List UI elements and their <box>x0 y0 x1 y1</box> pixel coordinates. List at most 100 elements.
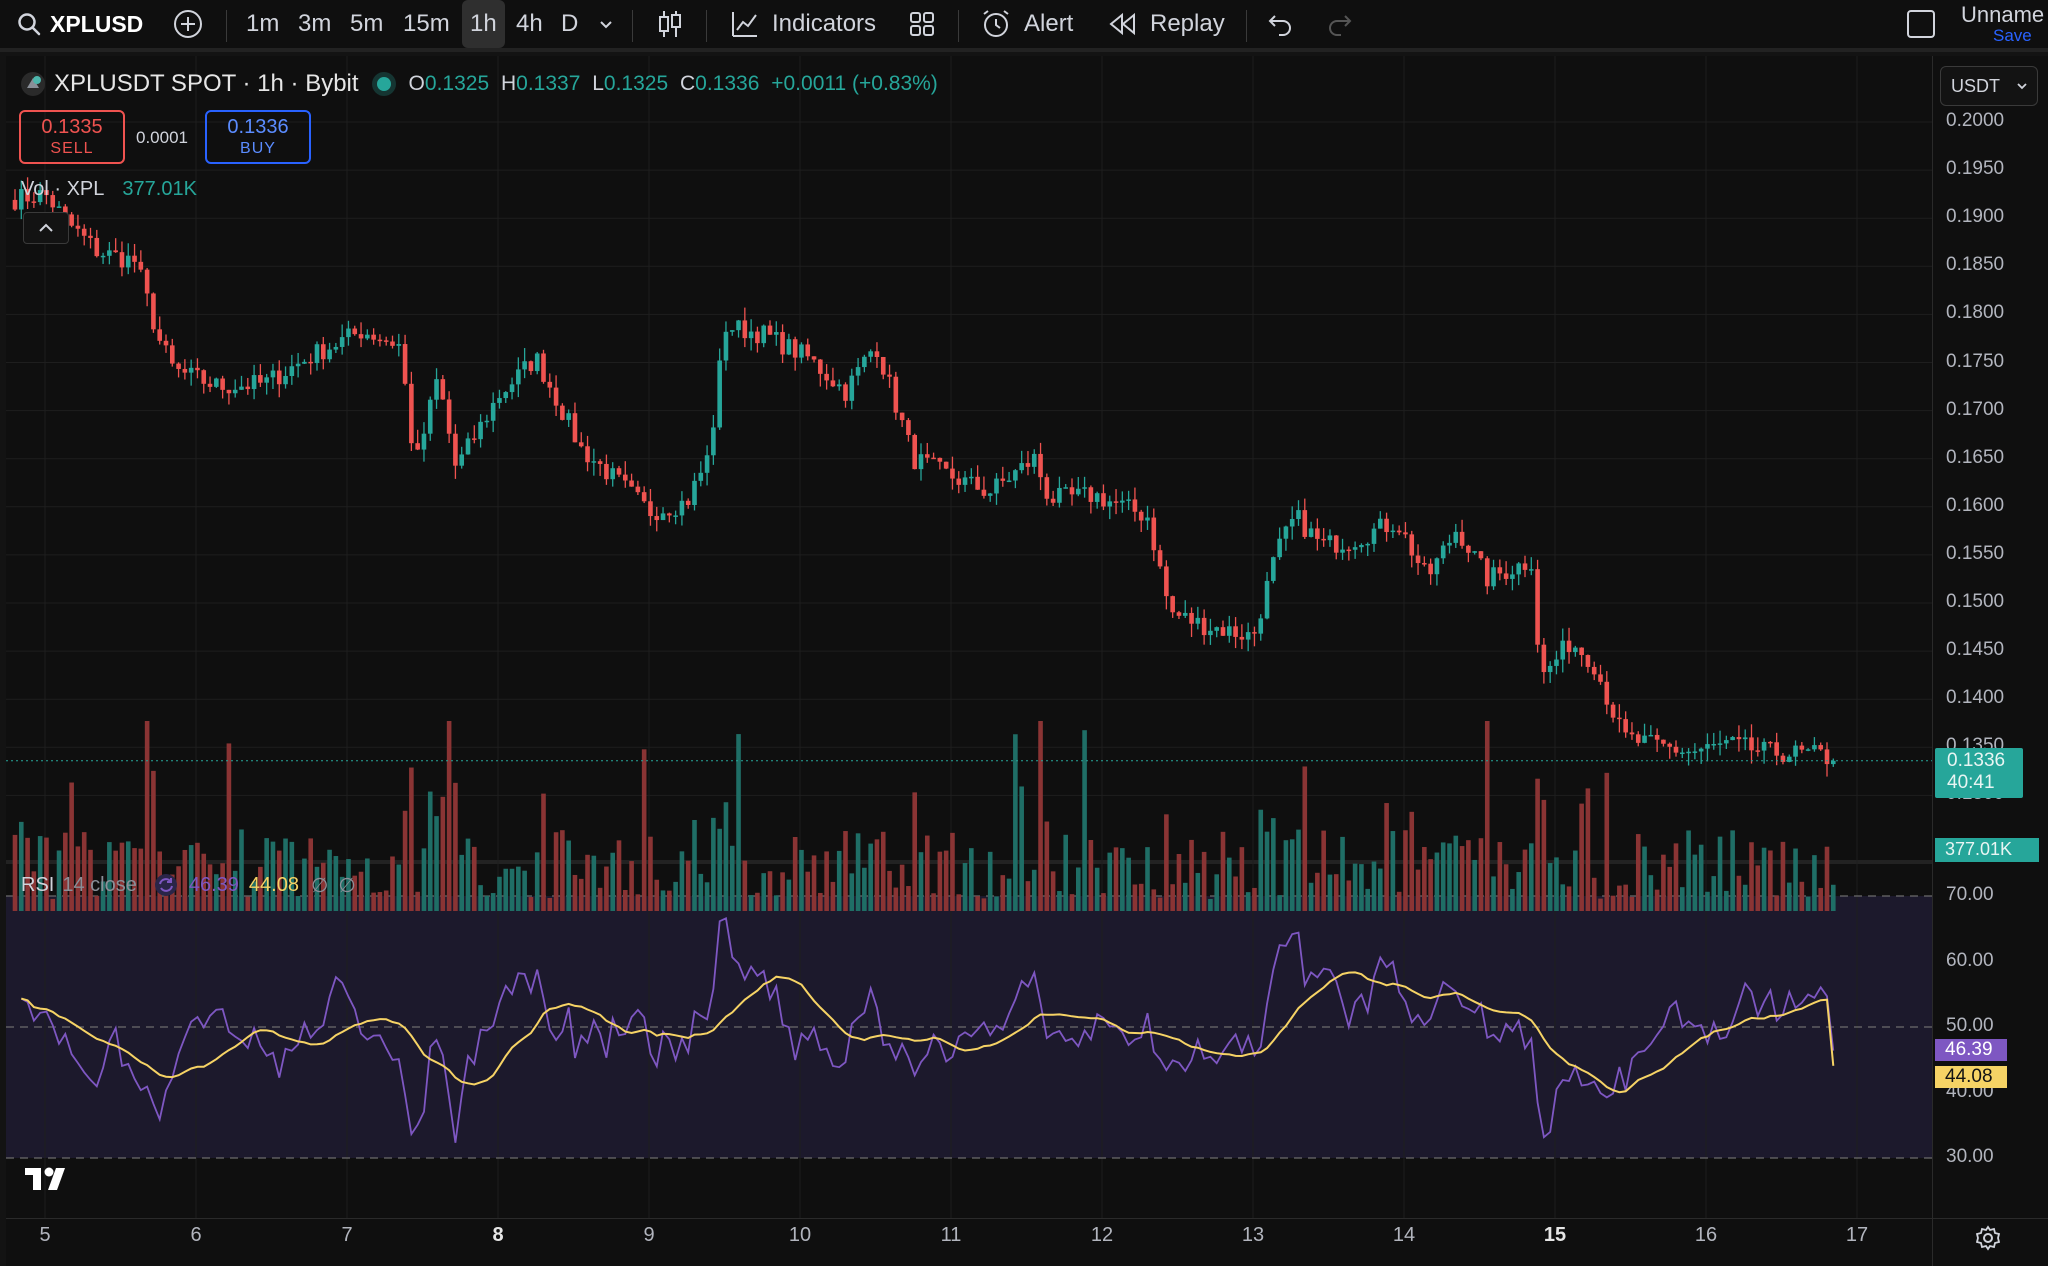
volume-bar <box>258 866 263 911</box>
save-button[interactable]: Save <box>1993 26 2032 45</box>
timeframe-d[interactable]: D <box>561 10 579 37</box>
candle-body <box>1308 528 1314 537</box>
candle-body <box>1069 487 1075 495</box>
chart-settings-button[interactable] <box>1974 1224 2002 1257</box>
volume-bar <box>1138 883 1144 911</box>
volume-bar <box>1025 881 1031 911</box>
volume-bar <box>679 851 685 911</box>
candle-body <box>1736 737 1742 740</box>
replay-button[interactable]: Replay <box>1108 0 1225 48</box>
volume-bar <box>320 862 326 911</box>
symbol-title[interactable]: XPLUSDT SPOT · 1h · Bybit <box>54 70 359 97</box>
replay-label: Replay <box>1150 10 1225 37</box>
time-tick-label: 6 <box>190 1224 202 1246</box>
candle-body <box>144 269 150 294</box>
volume-bar <box>1510 888 1515 911</box>
timeframe-4h[interactable]: 4h <box>516 10 543 37</box>
candle-body <box>1724 740 1729 744</box>
buy-button[interactable]: 0.1336 BUY <box>205 110 311 164</box>
timeframe-3m[interactable]: 3m <box>298 10 332 37</box>
volume-bar <box>434 816 439 911</box>
volume-bar <box>283 838 288 911</box>
collapse-legend-button[interactable] <box>23 212 69 244</box>
candle-body <box>1252 632 1257 634</box>
time-axis-border <box>6 1218 2048 1219</box>
volume-bar <box>1151 889 1157 911</box>
volume-bar <box>1170 884 1175 911</box>
volume-bar <box>176 866 181 911</box>
candle-body <box>1170 596 1175 613</box>
volume-bar <box>390 856 395 911</box>
candle-body <box>245 386 251 390</box>
volume-bar <box>1201 851 1207 911</box>
volume-bar <box>761 873 767 911</box>
volume-bar <box>125 841 131 911</box>
undo-button[interactable] <box>1266 0 1294 48</box>
empty-set-icon: ∅ <box>310 874 329 897</box>
volume-bar <box>207 864 213 911</box>
toolbar-divider <box>632 10 633 42</box>
volume-bar <box>748 895 754 911</box>
volume-bar <box>195 842 200 911</box>
volume-label[interactable]: Vol · XPL <box>21 178 105 200</box>
candle-body <box>1315 528 1320 539</box>
candle-body <box>1346 549 1352 552</box>
volume-bar <box>1044 821 1050 911</box>
currency-select[interactable]: USDT <box>1940 66 2038 106</box>
price-tick-label: 0.1500 <box>1946 591 2005 612</box>
candle-body <box>1711 743 1717 746</box>
redo-button[interactable] <box>1326 0 1354 48</box>
tradingview-logo[interactable] <box>23 1164 75 1199</box>
layout-name[interactable]: Unname <box>1961 2 2045 27</box>
rsi-label[interactable]: RSI <box>21 873 55 896</box>
volume-bar <box>1661 854 1666 911</box>
volume-bar <box>1667 866 1673 911</box>
candle-body <box>1830 760 1836 765</box>
compare-symbol-button[interactable] <box>172 0 204 48</box>
volume-bar <box>830 881 836 911</box>
candle-body <box>786 339 792 355</box>
rewind-icon <box>1109 12 1135 36</box>
indicators-button[interactable]: Indicators <box>730 0 876 48</box>
timeframe-dropdown[interactable] <box>596 0 616 48</box>
candle-body <box>1138 511 1144 521</box>
chevron-down-icon <box>2017 83 2027 90</box>
candle-body <box>723 331 729 361</box>
candle-body <box>1025 463 1031 467</box>
timeframe-15m[interactable]: 15m <box>403 10 450 37</box>
sell-button[interactable]: 0.1335 SELL <box>19 110 125 164</box>
volume-bar <box>1239 847 1245 911</box>
volume-bar <box>151 770 156 911</box>
price-pane-bg <box>6 56 1932 860</box>
price-tick-label: 0.1400 <box>1946 687 2005 709</box>
time-tick-label: 8 <box>492 1224 504 1246</box>
timeframe-5m[interactable]: 5m <box>350 10 384 37</box>
candle-body <box>1164 566 1169 597</box>
layout-toggle-button[interactable] <box>1906 0 1936 48</box>
open-value: 0.1325 <box>424 72 490 95</box>
chart-type-button[interactable] <box>656 0 684 48</box>
volume-bar <box>1742 884 1748 911</box>
timeframe-1h[interactable]: 1h <box>462 0 505 48</box>
volume-bar <box>1617 885 1622 911</box>
candle-body <box>1101 493 1106 507</box>
chart-canvas[interactable] <box>6 56 2048 1266</box>
candle-body <box>736 320 741 331</box>
candle-body <box>1422 563 1427 565</box>
volume-bar <box>585 854 590 911</box>
symbol-search[interactable]: XPLUSD <box>16 0 143 48</box>
candle-body <box>805 344 811 357</box>
candle-body <box>1006 480 1012 483</box>
alert-button[interactable]: Alert <box>980 0 1073 48</box>
rsi-legend: RSI 14 close 46.39 44.08 ∅ ∅ <box>21 872 356 898</box>
volume-bar <box>956 894 962 911</box>
volume-bar <box>1088 840 1094 911</box>
candle-body <box>1786 756 1792 762</box>
timeframe-1m[interactable]: 1m <box>246 10 280 37</box>
volume-bar <box>711 817 716 911</box>
candle-body <box>742 320 748 339</box>
volume-bar <box>1522 849 1528 911</box>
layouts-button[interactable] <box>908 0 936 48</box>
chart-pane[interactable]: XPLUSDT SPOT · 1h · Bybit O0.1325 H0.133… <box>6 56 2048 1266</box>
volume-bar <box>862 867 867 911</box>
